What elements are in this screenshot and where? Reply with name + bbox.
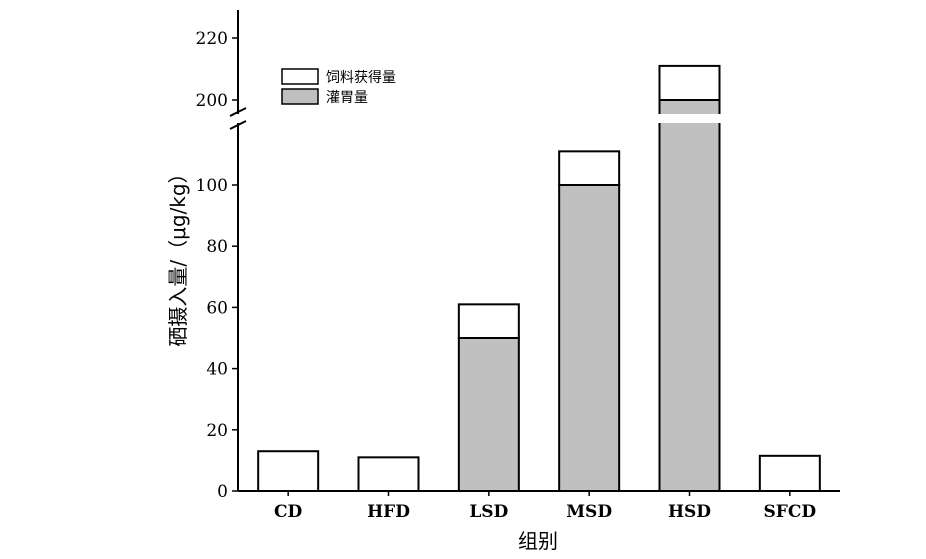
x-tick-label: CD	[274, 502, 303, 522]
bar-feed-msd	[558, 150, 621, 186]
bar-feed-hsd	[658, 64, 721, 101]
x-tick-label: LSD	[469, 502, 508, 522]
y-tick-label: 60	[206, 298, 228, 318]
y-tick-label: 100	[196, 176, 228, 196]
y-tick-label: 220	[196, 29, 228, 49]
y-tick-label: 0	[217, 482, 228, 502]
legend-label: 饲料获得量	[326, 69, 396, 86]
bar-gavage-msd	[558, 184, 621, 492]
bar-feed-cd	[257, 450, 320, 492]
bar-gavage-hsd	[658, 99, 721, 492]
y-tick-label: 40	[206, 360, 228, 380]
legend-swatch	[281, 88, 319, 105]
axes-group: CD HFD LSD MSD HSD SFCD 0 20 40 60 80 100 200 220	[196, 10, 840, 522]
bar-feed-lsd	[457, 303, 520, 339]
y-tick-label: 200	[196, 91, 228, 111]
axis-break-mark	[229, 107, 247, 117]
axis-break-gap	[657, 114, 722, 123]
legend-swatch	[281, 68, 319, 85]
y-tick-label: 80	[206, 237, 228, 257]
x-tick-label: SFCD	[764, 502, 817, 522]
y-tick-label: 20	[206, 421, 228, 441]
bars-group	[257, 64, 821, 492]
bar-feed-hfd	[357, 456, 420, 492]
bar-gavage-lsd	[457, 337, 520, 492]
legend-label: 灌胃量	[326, 90, 368, 106]
y-axis-title: 硒摄入量/（μg/kg）	[166, 163, 190, 346]
axis-break-mark	[229, 120, 247, 130]
x-axis-title: 组别	[518, 529, 558, 553]
x-tick-label: HSD	[668, 502, 711, 522]
x-tick-label: MSD	[566, 502, 612, 522]
bar-feed-sfcd	[758, 454, 821, 492]
x-tick-label: HFD	[367, 502, 410, 522]
